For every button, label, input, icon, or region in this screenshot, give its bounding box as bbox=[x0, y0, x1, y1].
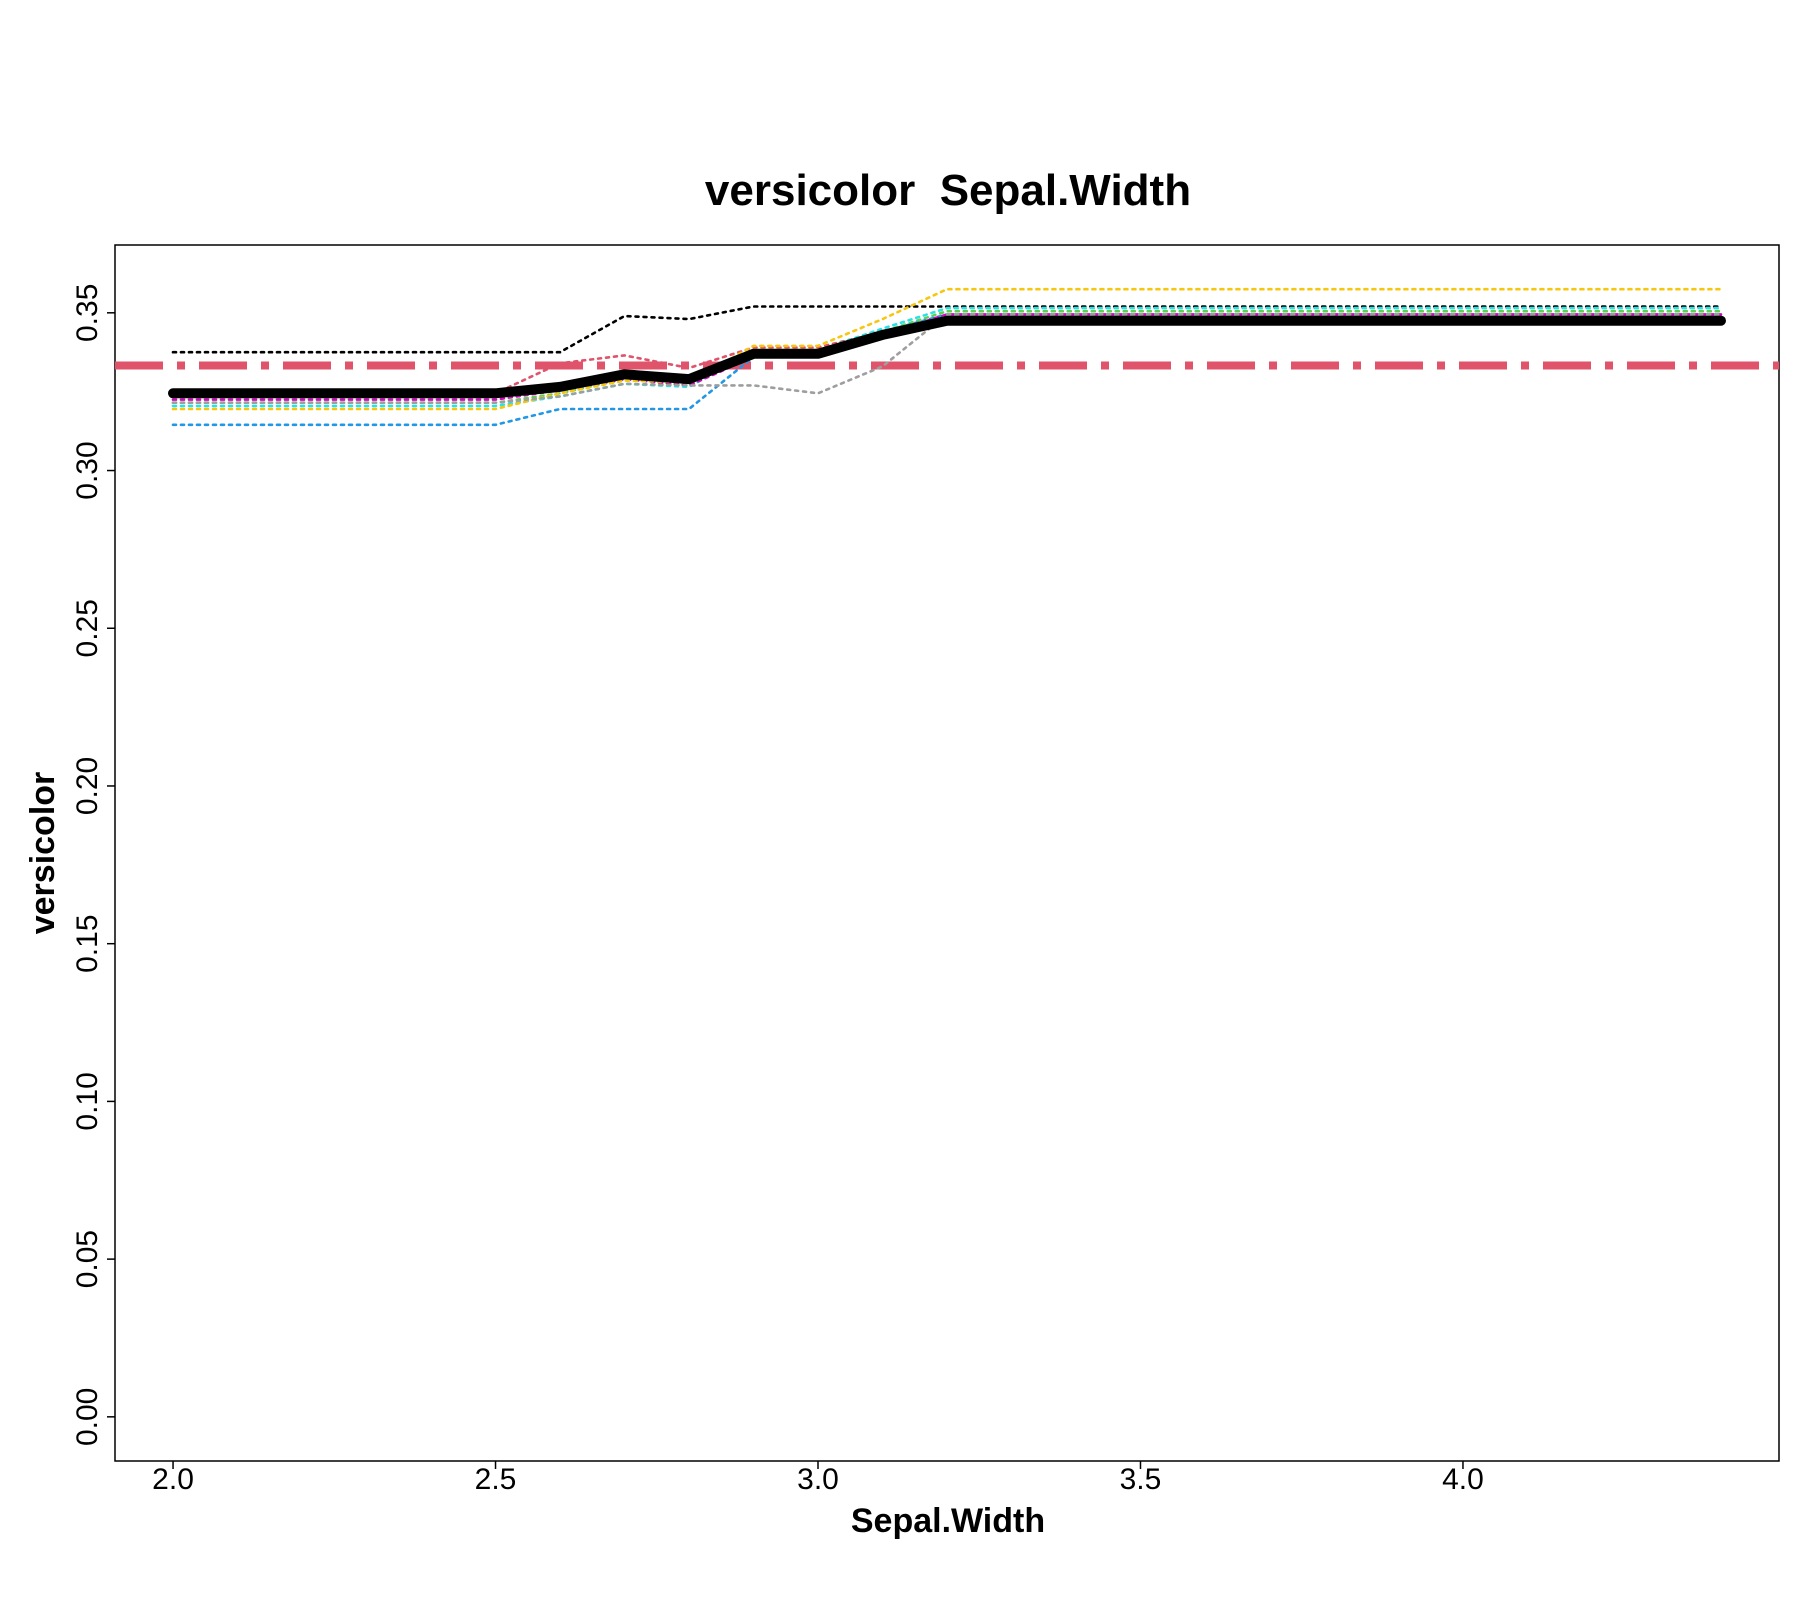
x-tick-label: 3.5 bbox=[1120, 1463, 1162, 1496]
y-tick-label: 0.30 bbox=[71, 441, 104, 499]
y-tick-label: 0.00 bbox=[71, 1388, 104, 1446]
y-axis-title: versicolor bbox=[24, 772, 62, 935]
x-tick-label: 3.0 bbox=[797, 1463, 839, 1496]
x-axis-title: Sepal.Width bbox=[851, 1502, 1045, 1540]
series-line bbox=[171, 314, 1723, 395]
x-axis: 2.0 2.5 3.0 3.5 4.0 bbox=[152, 1461, 1484, 1496]
y-axis: 0.00 0.05 0.10 0.15 0.20 0.25 0.30 0.35 bbox=[71, 284, 115, 1446]
series-layer bbox=[168, 287, 1726, 427]
series-line bbox=[171, 309, 1723, 405]
series-line bbox=[171, 287, 1723, 411]
y-tick-label: 0.35 bbox=[71, 284, 104, 342]
series-line bbox=[171, 313, 1723, 405]
series-line bbox=[171, 305, 1723, 354]
x-tick-label: 4.0 bbox=[1442, 1463, 1484, 1496]
y-tick-label: 0.10 bbox=[71, 1072, 104, 1130]
series-line bbox=[171, 313, 1723, 401]
chart-title: versicolor Sepal.Width bbox=[705, 166, 1191, 215]
y-tick-label: 0.05 bbox=[71, 1230, 104, 1288]
plot-frame bbox=[114, 244, 1780, 1462]
y-tick-label: 0.15 bbox=[71, 914, 104, 972]
y-tick-label: 0.25 bbox=[71, 599, 104, 657]
x-tick-label: 2.5 bbox=[475, 1463, 517, 1496]
x-tick-label: 2.0 bbox=[152, 1463, 194, 1496]
average-series-line bbox=[168, 315, 1726, 399]
series-line bbox=[171, 306, 1723, 408]
y-tick-label: 0.20 bbox=[71, 757, 104, 815]
